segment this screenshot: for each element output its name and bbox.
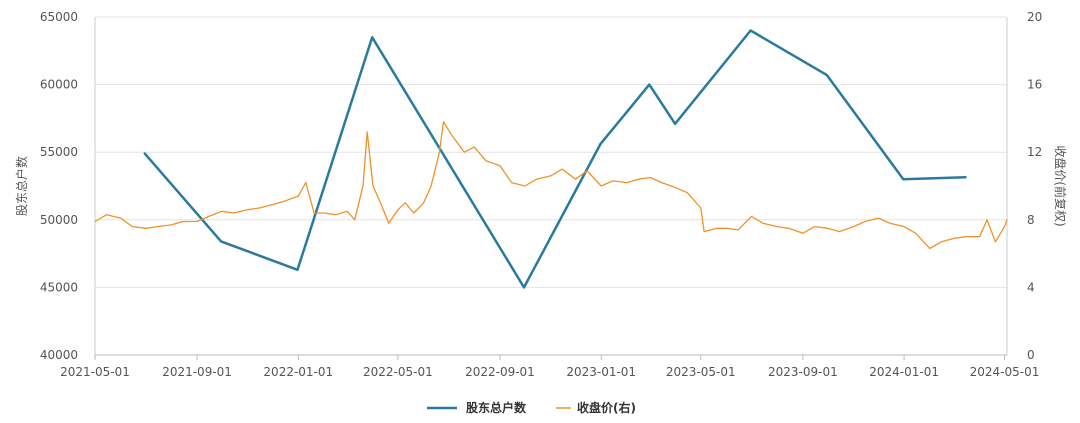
- y-right-tick-label: 20: [1027, 10, 1042, 24]
- series-line-close-price: [94, 121, 1008, 250]
- x-tick-label: 2024-01-01: [869, 365, 939, 379]
- x-tick-label: 2024-05-01: [970, 365, 1040, 379]
- legend-item-label[interactable]: 收盘价(右): [577, 400, 636, 415]
- y-left-tick-label: 60000: [40, 78, 78, 92]
- y-left-tick-label: 50000: [40, 213, 78, 227]
- series-line-holders: [143, 29, 967, 289]
- y-left-tick-label: 40000: [40, 348, 78, 362]
- y-right-tick-label: 0: [1027, 348, 1035, 362]
- y-left-tick-label: 55000: [40, 145, 78, 159]
- y-right-tick-label: 12: [1027, 145, 1042, 159]
- y-right-axis-title: 收盘价(前复权): [1053, 145, 1068, 226]
- x-tick-label: 2022-09-01: [465, 365, 535, 379]
- y-right-tick-label: 4: [1027, 280, 1035, 294]
- x-tick-label: 2022-05-01: [363, 365, 433, 379]
- axis-layer: 4000045000500005500060000650000481216202…: [14, 10, 1068, 379]
- grid-layer: [95, 16, 1007, 356]
- y-left-tick-label: 65000: [40, 10, 78, 24]
- legend-layer[interactable]: 股东总户数 收盘价(右): [427, 400, 636, 415]
- x-tick-label: 2023-09-01: [768, 365, 838, 379]
- legend-item-label[interactable]: 股东总户数: [466, 400, 527, 415]
- y-left-axis-title: 股东总户数: [14, 156, 29, 216]
- y-left-tick-label: 45000: [40, 280, 78, 294]
- series-layer: [94, 29, 1008, 289]
- x-tick-label: 2022-01-01: [263, 365, 333, 379]
- x-tick-label: 2023-01-01: [566, 365, 636, 379]
- y-right-tick-label: 8: [1027, 213, 1035, 227]
- x-tick-label: 2023-05-01: [666, 365, 736, 379]
- x-tick-label: 2021-05-01: [60, 365, 130, 379]
- x-tick-label: 2021-09-01: [162, 365, 232, 379]
- y-right-tick-label: 16: [1027, 78, 1042, 92]
